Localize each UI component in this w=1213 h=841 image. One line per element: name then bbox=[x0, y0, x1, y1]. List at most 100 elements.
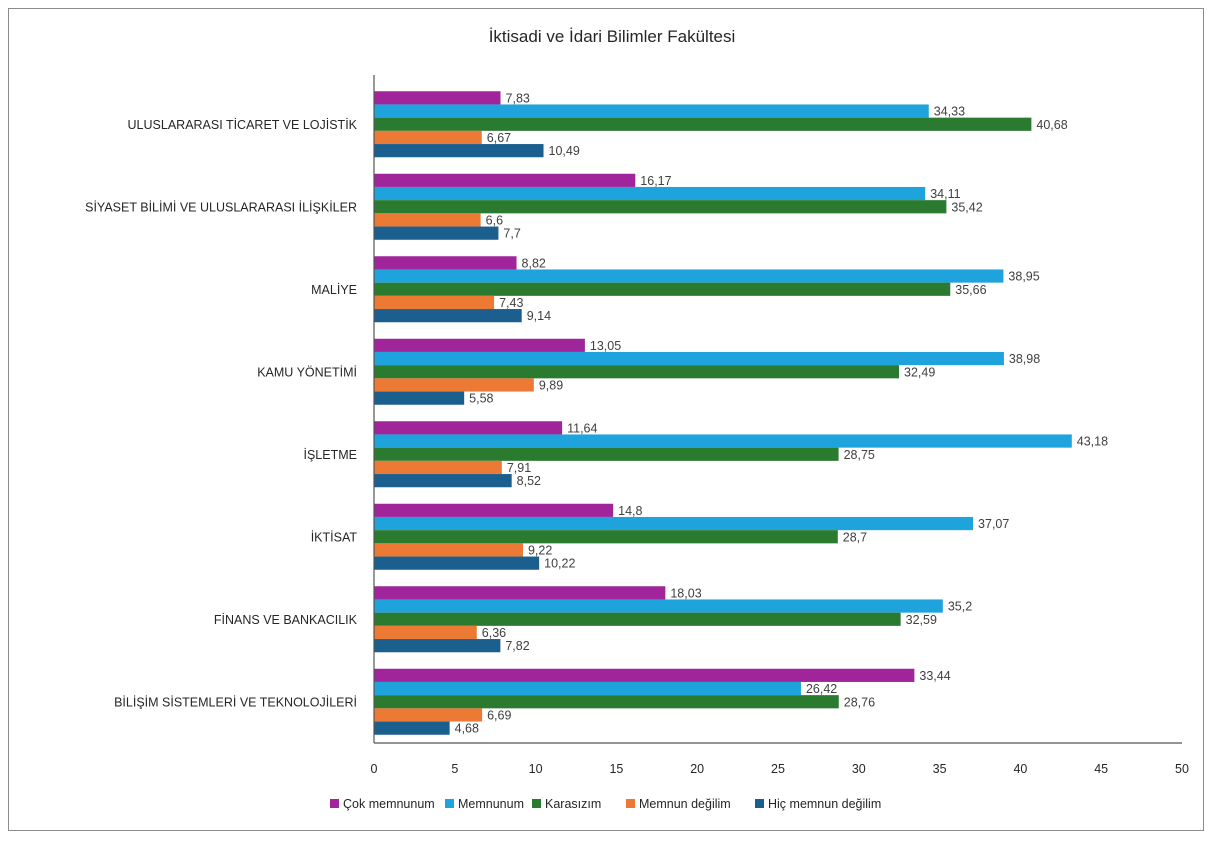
bar bbox=[374, 421, 563, 435]
x-tick-label: 0 bbox=[371, 762, 378, 776]
x-tick-label: 5 bbox=[451, 762, 458, 776]
data-label: 16,17 bbox=[640, 174, 671, 188]
bar bbox=[374, 434, 1072, 448]
data-label: 7,82 bbox=[505, 639, 529, 653]
bar bbox=[374, 213, 481, 227]
data-label: 40,68 bbox=[1036, 118, 1067, 132]
bar bbox=[374, 295, 495, 310]
plot-area: 7,83 34,33 40,68 6,67 10,49 ULUSLARARASI TİCA… bbox=[85, 75, 1189, 776]
data-label: 6,6 bbox=[486, 213, 503, 227]
bar bbox=[374, 668, 915, 682]
data-label: 9,14 bbox=[527, 309, 551, 323]
category-label: ULUSLARARASI TİCARET VE LOJİSTİK bbox=[128, 118, 358, 132]
data-label: 35,66 bbox=[955, 283, 986, 297]
bar bbox=[374, 530, 838, 544]
bar bbox=[374, 474, 512, 488]
category-label: FİNANS VE BANKACILIK bbox=[214, 613, 358, 627]
data-label: 10,22 bbox=[544, 557, 575, 571]
category-label: KAMU YÖNETİMİ bbox=[257, 365, 357, 379]
bar bbox=[374, 200, 947, 214]
legend-label: Memnun değilim bbox=[639, 797, 731, 811]
bar bbox=[374, 599, 943, 613]
bar bbox=[374, 351, 1004, 366]
bar bbox=[374, 130, 482, 145]
category-label: SİYASET BİLİMİ VE ULUSLARARASI İLİŞKİLER bbox=[85, 200, 357, 214]
data-label: 7,83 bbox=[506, 91, 530, 105]
data-label: 6,69 bbox=[487, 708, 511, 722]
bar bbox=[374, 695, 839, 709]
data-label: 9,22 bbox=[528, 543, 552, 557]
x-tick-label: 25 bbox=[771, 762, 785, 776]
data-label: 32,59 bbox=[906, 613, 937, 627]
legend-swatch bbox=[330, 799, 339, 808]
data-label: 34,33 bbox=[934, 105, 965, 119]
data-label: 18,03 bbox=[670, 586, 701, 600]
x-tick-label: 45 bbox=[1094, 762, 1108, 776]
bar bbox=[374, 708, 483, 722]
legend-swatch bbox=[626, 799, 635, 808]
data-label: 8,52 bbox=[517, 474, 541, 488]
data-label: 32,49 bbox=[904, 365, 935, 379]
data-label: 10,49 bbox=[549, 144, 580, 158]
data-label: 37,07 bbox=[978, 517, 1009, 531]
bar bbox=[374, 625, 477, 640]
bar bbox=[374, 104, 929, 118]
data-label: 9,89 bbox=[539, 378, 563, 392]
bar bbox=[374, 639, 501, 653]
data-label: 13,05 bbox=[590, 339, 621, 353]
x-tick-label: 50 bbox=[1175, 762, 1189, 776]
bar bbox=[374, 516, 974, 531]
bar bbox=[374, 378, 534, 392]
bar bbox=[374, 543, 523, 557]
bar bbox=[374, 338, 585, 352]
bar bbox=[374, 226, 499, 240]
bar bbox=[374, 173, 636, 187]
data-label: 35,2 bbox=[948, 600, 972, 614]
data-label: 5,58 bbox=[469, 392, 493, 406]
legend-label: Memnunum bbox=[458, 797, 524, 811]
bar bbox=[374, 556, 540, 570]
bar bbox=[374, 282, 951, 296]
data-label: 7,7 bbox=[503, 227, 520, 241]
bar bbox=[374, 256, 517, 270]
data-label: 6,36 bbox=[482, 626, 506, 640]
legend-swatch bbox=[755, 799, 764, 808]
bar bbox=[374, 460, 502, 475]
bar bbox=[374, 681, 801, 696]
x-tick-label: 20 bbox=[690, 762, 704, 776]
legend-swatch bbox=[445, 799, 454, 808]
bar bbox=[374, 309, 522, 323]
bar bbox=[374, 186, 926, 201]
bar bbox=[374, 91, 501, 105]
data-label: 38,98 bbox=[1009, 352, 1040, 366]
data-label: 34,11 bbox=[930, 187, 960, 201]
category-label: İŞLETME bbox=[304, 448, 358, 462]
data-label: 8,82 bbox=[522, 256, 546, 270]
data-label: 4,68 bbox=[455, 722, 479, 736]
legend-label: Çok memnunum bbox=[343, 797, 435, 811]
data-label: 26,42 bbox=[806, 682, 837, 696]
data-label: 28,7 bbox=[843, 530, 867, 544]
bar bbox=[374, 447, 839, 461]
chart-title: İktisadi ve İdari Bilimler Fakültesi bbox=[489, 27, 736, 46]
data-label: 35,42 bbox=[951, 200, 982, 214]
bar bbox=[374, 391, 465, 405]
x-tick-label: 10 bbox=[529, 762, 543, 776]
legend-swatch bbox=[532, 799, 541, 808]
legend-label: Hiç memnun değilim bbox=[768, 797, 881, 811]
bar bbox=[374, 365, 900, 379]
data-label: 28,75 bbox=[844, 448, 875, 462]
bar bbox=[374, 586, 666, 600]
data-label: 11,64 bbox=[567, 421, 597, 435]
category-label: BİLİŞİM SİSTEMLERİ VE TEKNOLOJİLERİ bbox=[114, 695, 357, 709]
x-tick-label: 30 bbox=[852, 762, 866, 776]
data-label: 14,8 bbox=[618, 504, 642, 518]
bar bbox=[374, 503, 614, 517]
data-label: 6,67 bbox=[487, 131, 511, 145]
x-tick-label: 40 bbox=[1013, 762, 1027, 776]
bar bbox=[374, 144, 544, 158]
category-label: MALİYE bbox=[311, 283, 357, 297]
x-tick-label: 35 bbox=[933, 762, 947, 776]
data-label: 7,43 bbox=[499, 296, 523, 310]
